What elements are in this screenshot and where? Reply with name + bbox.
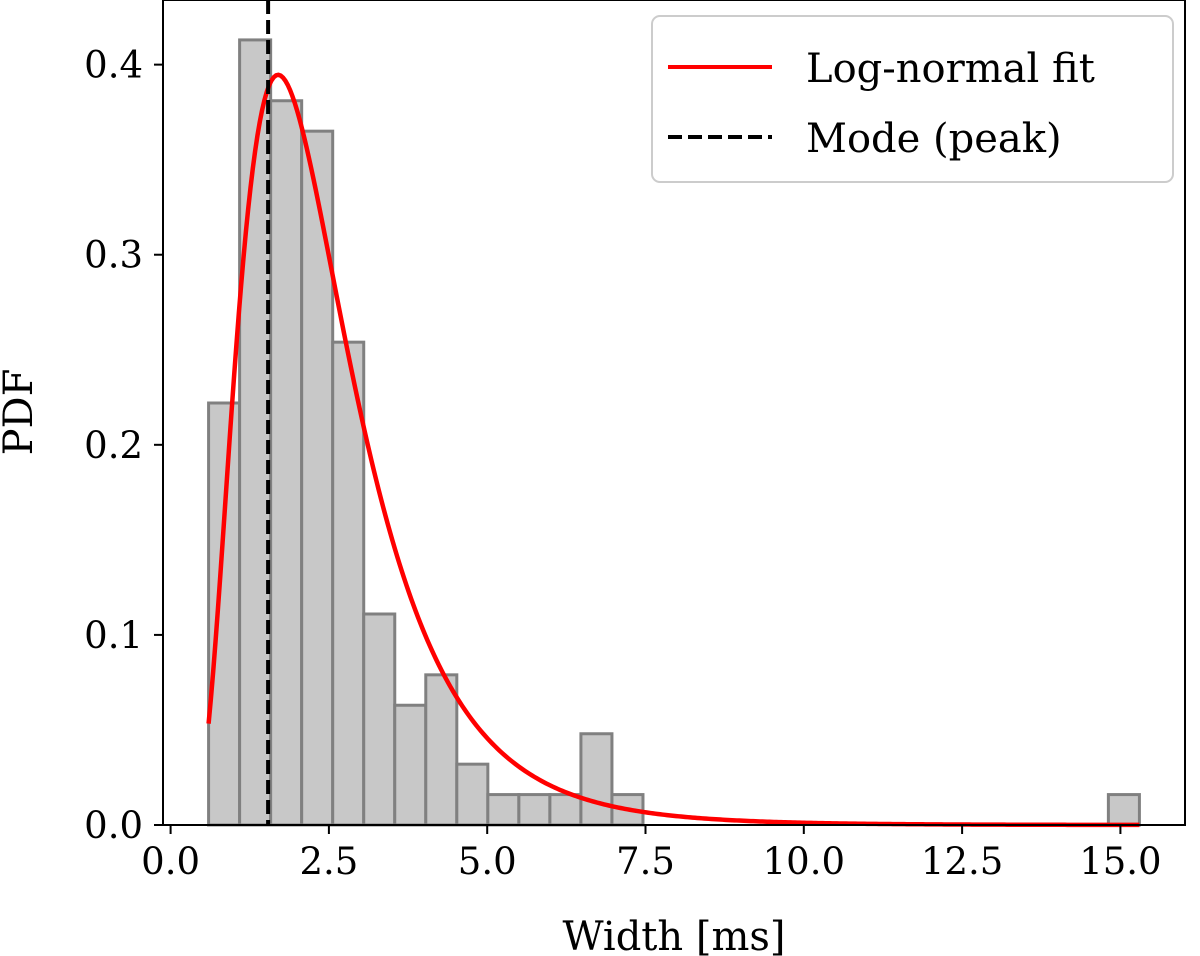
x-tick-label: 7.5	[616, 840, 675, 883]
x-tick-label: 15.0	[1079, 840, 1161, 883]
legend-mode-label: Mode (peak)	[806, 116, 1062, 162]
y-tick-label: 0.2	[84, 424, 143, 467]
x-tick-label: 2.5	[299, 840, 358, 883]
histogram-bars	[207, 38, 1141, 827]
legend-fit-label: Log-normal fit	[806, 46, 1095, 92]
histogram-bar	[238, 38, 273, 827]
y-tick-label: 0.4	[84, 44, 143, 87]
x-axis-label: Width [ms]	[562, 914, 785, 956]
y-tick-label: 0.3	[84, 234, 143, 277]
x-tick-label: 10.0	[763, 840, 845, 883]
histogram-bar	[207, 401, 242, 827]
histogram-bar	[579, 732, 614, 827]
histogram-bar	[362, 612, 397, 827]
y-tick-label: 0.1	[84, 614, 143, 657]
histogram-bar	[1106, 793, 1141, 827]
histogram-bar	[269, 99, 304, 827]
histogram-bar	[486, 793, 521, 827]
histogram-bar	[517, 793, 552, 827]
legend-box	[651, 15, 1174, 183]
legend: Log-normal fit Mode (peak)	[651, 15, 1174, 183]
y-axis-label: PDF	[0, 369, 42, 456]
histogram-bar	[393, 703, 428, 827]
y-tick-label: 0.0	[84, 804, 143, 847]
x-tick-label: 12.5	[921, 840, 1003, 883]
x-tick-label: 5.0	[458, 840, 517, 883]
x-axis-ticks: 0.0 2.5 5.0 7.5 10.0 12.5 15.0	[141, 825, 1162, 883]
histogram-bar	[300, 129, 335, 827]
histogram-bar	[455, 762, 490, 827]
x-tick-label: 0.0	[141, 840, 200, 883]
y-axis-ticks: 0.0 0.1 0.2 0.3 0.4	[84, 44, 163, 847]
axes-frame	[162, 0, 1186, 826]
histogram-bar	[548, 793, 583, 827]
histogram-bar	[424, 673, 459, 827]
